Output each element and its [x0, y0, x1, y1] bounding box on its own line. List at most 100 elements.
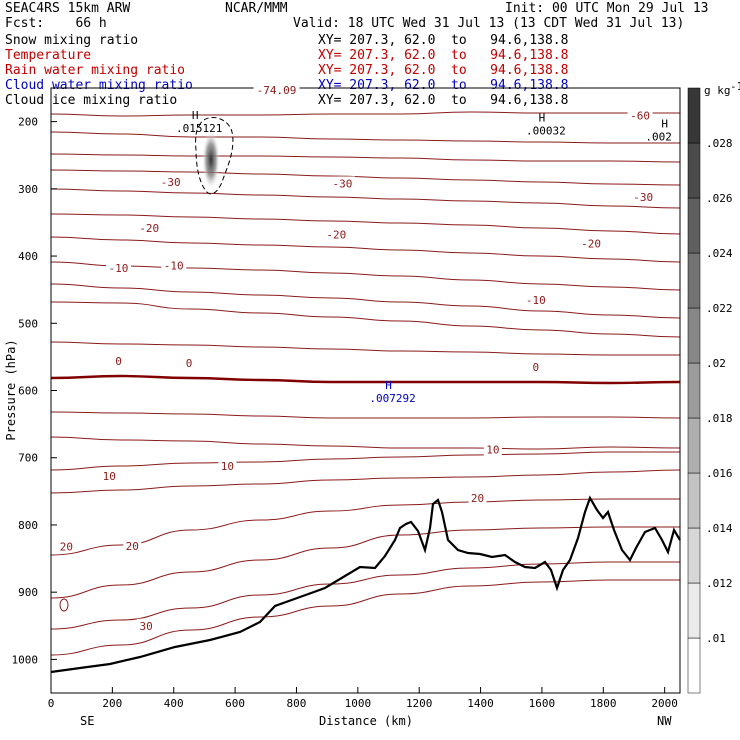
temperature-contour	[50, 469, 681, 494]
temperature-label: -20	[581, 237, 601, 250]
colorbar-unit: g kg	[704, 84, 731, 97]
temperature-label: -74.09	[257, 84, 297, 97]
temperature-contour	[50, 301, 681, 338]
y-tick-label: 700	[18, 452, 38, 465]
colorbar-level: .012	[706, 577, 733, 590]
temperature-contour	[50, 561, 680, 630]
terrain-line	[50, 495, 681, 674]
x-tick-label: 800	[287, 697, 307, 710]
contour-label-mask	[578, 236, 604, 250]
temperature-contour-zero	[50, 374, 681, 385]
contour-label-mask	[630, 189, 656, 203]
extremum-value: .002	[645, 131, 672, 144]
temperature-label: -10	[164, 259, 184, 272]
x-axis-right-endpoint: NW	[657, 714, 672, 728]
temperature-label: -60	[630, 110, 650, 123]
y-tick-label: 800	[18, 519, 38, 532]
temperature-contour	[50, 236, 681, 263]
colorbar-swatch	[687, 527, 701, 584]
temperature-label: 20	[126, 540, 139, 553]
colorbar-level: .022	[706, 302, 733, 315]
contour-label-mask	[523, 292, 549, 306]
contour-label-mask	[158, 175, 184, 189]
field-label-temperature: Temperature	[5, 48, 92, 63]
x-tick-label: 400	[164, 697, 184, 710]
snow-maximum-blob	[202, 130, 220, 190]
contour-labels: -74.09 -60 -30 -30 -30 -20 -20 -20 -10 -10 -10 0 0 0 1…	[57, 83, 656, 633]
contour-label-mask	[468, 491, 487, 505]
y-tick-label: 500	[18, 317, 38, 330]
y-tick-label: 400	[18, 250, 38, 263]
colorbar-level: .028	[706, 137, 733, 150]
axes: 0 200 400 600 800 1000 1200 1400 1600 1800 2000200…	[12, 116, 678, 710]
extremum-marker: H	[539, 112, 546, 125]
colorbar-swatch	[687, 417, 701, 474]
extremum-marker: H	[192, 109, 199, 122]
x-tick-label: 1200	[406, 697, 433, 710]
temperature-contour	[50, 451, 680, 471]
colorbar-swatch	[687, 637, 701, 694]
temperature-label: -20	[326, 229, 346, 242]
temperature-label: 0	[532, 361, 539, 374]
temperature-label: 10	[103, 470, 116, 483]
x-tick-label: 1400	[467, 697, 494, 710]
contour-label-mask	[161, 258, 187, 272]
temperature-contour	[50, 526, 680, 599]
x-tick-label: 1800	[590, 697, 617, 710]
colorbar-level: .01	[706, 632, 726, 645]
contour-label-mask	[329, 176, 355, 190]
temperature-contour	[50, 411, 681, 419]
y-tick-label: 300	[18, 183, 38, 196]
temperature-label: 30	[139, 620, 152, 633]
temperature-contours	[50, 111, 681, 656]
extremum-marker: H	[385, 379, 392, 392]
y-tick-label: 900	[18, 586, 38, 599]
x-tick-label: 600	[225, 697, 245, 710]
extremum-value: .015121	[176, 122, 222, 135]
extremum-value: .007292	[369, 392, 415, 405]
temperature-label: 0	[115, 355, 122, 368]
contour-label-mask	[183, 355, 195, 369]
colorbar-swatch	[687, 142, 701, 199]
contour-label-mask	[323, 227, 349, 241]
center-label: NCAR/MMM	[225, 1, 288, 16]
y-tick-label: 1000	[12, 653, 39, 666]
contour-label-mask	[530, 359, 542, 373]
temperature-label: 0	[186, 357, 193, 370]
temperature-contour-closed	[59, 598, 69, 612]
x-tick-label: 0	[48, 697, 55, 710]
temperature-label: 20	[471, 492, 484, 505]
temperature-label: -20	[139, 222, 159, 235]
temperature-label: -10	[526, 294, 546, 307]
colorbar-swatch	[687, 582, 701, 639]
x-tick-label: 1000	[345, 697, 372, 710]
colorbar: .01 .012 .014 .016 .018 .02 .022 .024 .026 .028 g …	[687, 80, 740, 694]
colorbar-swatch	[687, 197, 701, 254]
field-label-cloud-water: Cloud water mixing ratio	[5, 78, 193, 93]
contour-label-mask	[218, 458, 237, 472]
contour-label-mask	[106, 261, 132, 275]
temperature-contour	[50, 131, 680, 144]
contour-label-mask	[57, 539, 76, 553]
temperature-label: -10	[109, 262, 129, 275]
init-time: Init: 00 UTC Mon 29 Jul 13	[505, 1, 709, 16]
field-xy-cloud-ice: XY= 207.3, 62.0 to 94.6,138.8	[318, 93, 569, 108]
temperature-contour	[50, 111, 680, 117]
colorbar-swatch	[687, 87, 701, 144]
contour-label-mask	[136, 220, 162, 234]
temperature-label: 20	[60, 540, 73, 553]
field-xy-snow: XY= 207.3, 62.0 to 94.6,138.8	[318, 33, 569, 48]
temperature-label: 10	[486, 444, 499, 457]
contour-label-mask	[123, 538, 142, 552]
contour-label-mask	[113, 353, 125, 367]
extremum-marker: H	[661, 118, 668, 131]
field-xy-temperature: XY= 207.3, 62.0 to 94.6,138.8	[318, 48, 569, 63]
contour-label-mask	[483, 442, 502, 456]
y-tick-label: 600	[18, 385, 38, 398]
colorbar-unit-exponent: -1	[730, 80, 740, 93]
colorbar-level: .026	[706, 192, 733, 205]
temperature-contour	[50, 169, 681, 186]
temperature-label: -30	[633, 191, 653, 204]
temperature-contour	[50, 579, 680, 656]
